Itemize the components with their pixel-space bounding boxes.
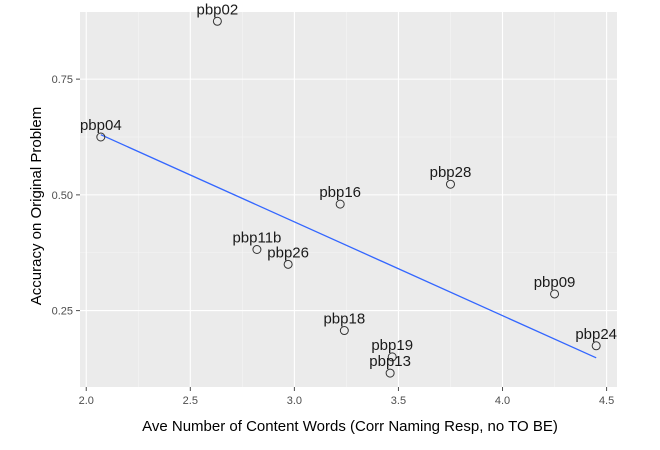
y-axis-ticks: 0.25 0.50 0.75 (52, 74, 80, 318)
y-tick-label: 0.25 (52, 306, 73, 318)
x-axis-ticks: 2.0 2.5 3.0 3.5 4.0 4.5 (79, 387, 614, 407)
points-group (96, 16, 601, 378)
data-point (212, 16, 222, 26)
point-label: pbp13 (369, 353, 411, 370)
x-tick-label: 3.5 (391, 395, 406, 407)
x-tick-label: 4.5 (599, 395, 614, 407)
data-point (445, 179, 455, 189)
x-tick-label: 4.0 (495, 395, 510, 407)
data-point (252, 245, 262, 254)
point-label: pbp04 (80, 117, 122, 134)
x-tick-label: 2.5 (183, 395, 198, 407)
x-tick-label: 3.0 (287, 395, 302, 407)
trendline-group (100, 134, 597, 359)
grid (80, 12, 617, 387)
point-label: pbp11b (232, 230, 281, 247)
data-point (550, 289, 560, 299)
point-label: pbp02 (197, 1, 239, 18)
point-label: pbp24 (575, 326, 617, 343)
y-axis-title: Accuracy on Original Problem (28, 107, 45, 305)
x-axis-title: Ave Number of Content Words (Corr Naming… (142, 418, 558, 435)
point-label: pbp19 (371, 337, 413, 354)
data-point (283, 259, 293, 269)
data-point (591, 341, 601, 351)
panel-background (80, 12, 617, 387)
point-label: pbp16 (319, 184, 361, 201)
trendline (100, 134, 597, 359)
point-label: pbp28 (430, 164, 472, 181)
x-tick-label: 2.0 (79, 395, 94, 407)
y-tick-label: 0.50 (52, 190, 73, 202)
y-tick-label: 0.75 (52, 74, 73, 86)
point-label: pbp09 (534, 274, 576, 291)
point-label: pbp18 (323, 311, 365, 328)
data-point (387, 352, 397, 362)
data-point (385, 368, 395, 378)
data-point (339, 326, 349, 336)
point-label: pbp26 (267, 244, 309, 261)
data-point (335, 199, 345, 209)
data-point (96, 132, 106, 142)
